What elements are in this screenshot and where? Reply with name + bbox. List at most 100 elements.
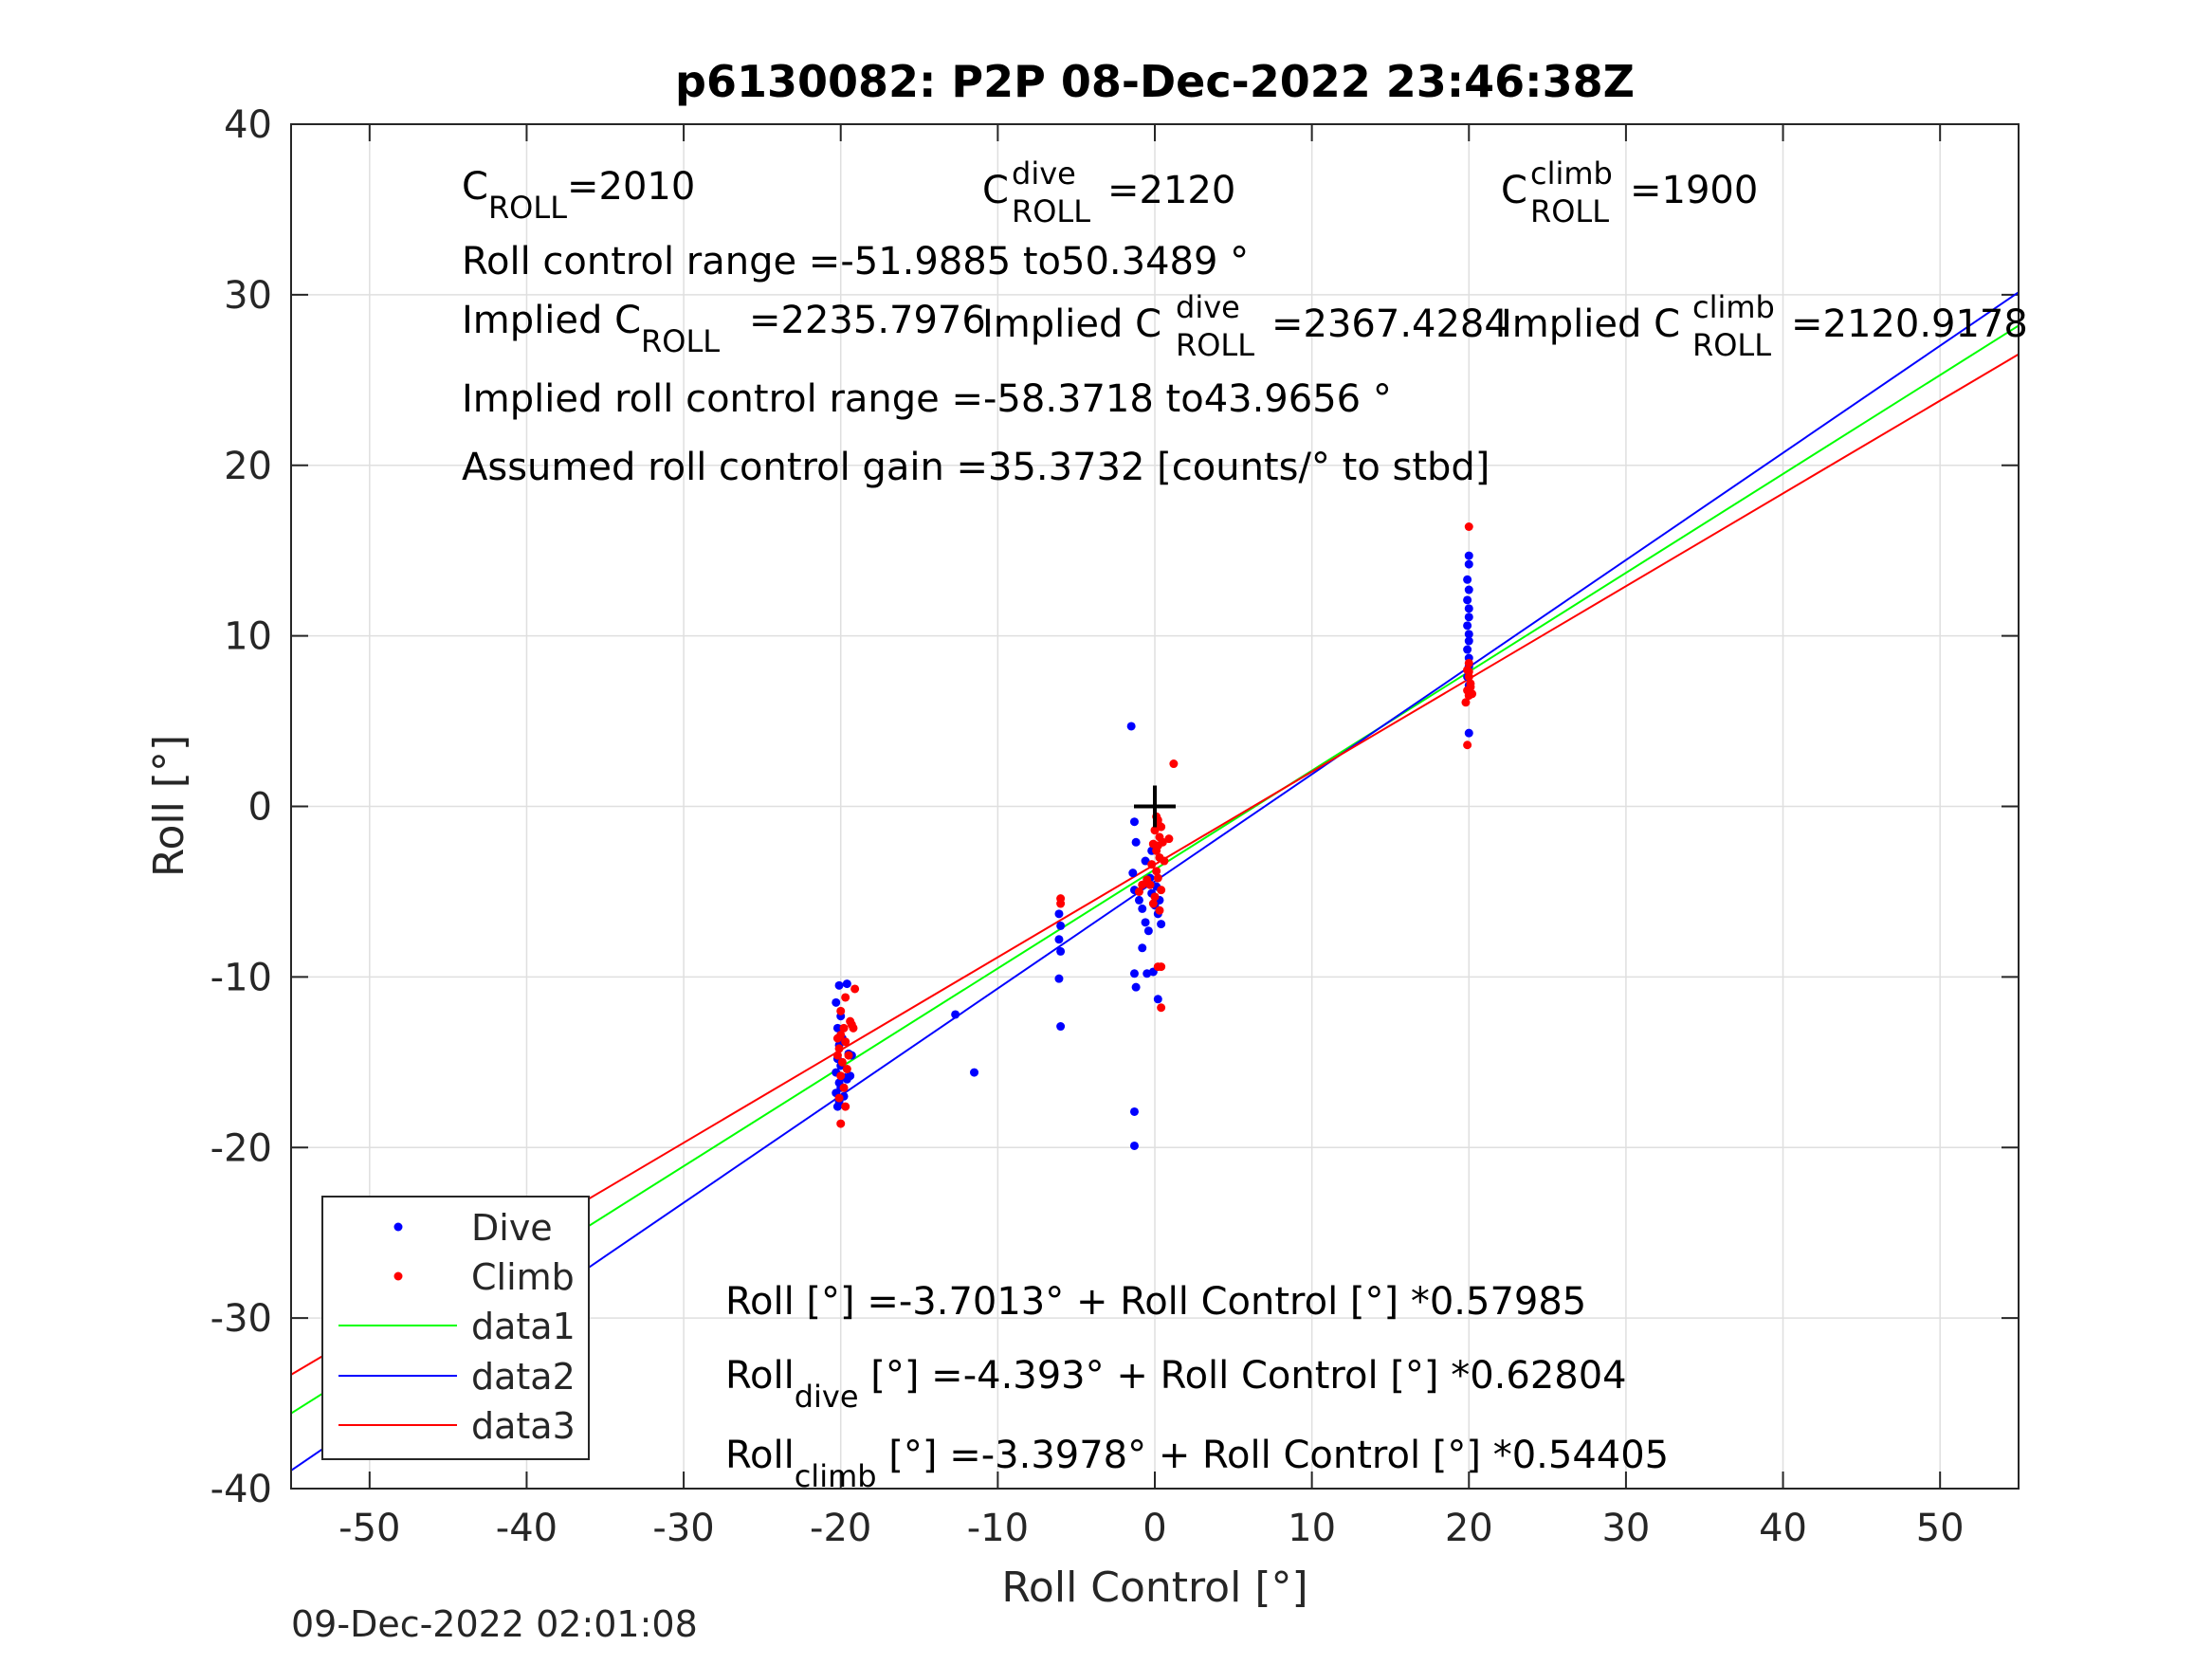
annotation-c-roll: CROLL=2010 [462,165,695,226]
dive-point [832,1102,842,1111]
x-tick-label: 50 [1916,1507,1965,1550]
climb-point [836,1006,846,1015]
y-tick-label: -40 [210,1468,272,1511]
climb-point [1155,905,1164,915]
annotation-fit-climb: Rollclimb [°] =-3.3978° + Roll Control [… [725,1434,1669,1494]
annotation-c-roll-dive: C [982,169,1009,212]
dive-point [1141,918,1150,927]
dive-point [1054,909,1064,919]
dive-point [951,1010,960,1019]
climb-point [834,1093,844,1103]
dive-point [1464,630,1473,639]
dive-point [1464,604,1473,613]
dive-point [1141,856,1150,866]
climb-point [1466,683,1475,692]
climb-point [836,1119,846,1128]
climb-point [1157,962,1166,972]
climb-point [841,1102,850,1111]
climb-point [1150,826,1160,835]
chart-title: p6130082: P2P 08-Dec-2022 23:46:38Z [675,56,1635,107]
climb-point [837,1057,847,1067]
climb-point [832,1033,842,1043]
y-tick-label: 0 [248,786,272,830]
annotation-c-roll-climb-val: =1900 [1630,169,1758,212]
climb-point [841,1037,850,1047]
climb-point [1157,1003,1166,1013]
x-tick-label: -30 [652,1507,714,1550]
dive-point [1464,551,1473,560]
dive-point [1134,895,1143,905]
dive-point [834,980,844,990]
annotation-fit-all: Roll [°] =-3.7013° + Roll Control [°] *0… [725,1280,1586,1324]
legend-data1-label: data1 [471,1306,576,1347]
climb-point [1157,886,1166,895]
climb-point [1164,834,1174,844]
x-tick-label: 10 [1288,1507,1336,1550]
dive-point [1463,645,1472,654]
legend-data2-label: data2 [471,1356,576,1398]
dive-point [846,1071,855,1081]
footer-timestamp: 09-Dec-2022 02:01:08 [291,1603,698,1645]
legend-data3-label: data3 [471,1405,576,1447]
dive-point [1056,921,1066,930]
y-tick-label: -30 [210,1297,272,1341]
annotation-c-roll-dive-val: =2120 [1107,169,1235,212]
y-tick-label: 20 [224,445,272,488]
dive-point [1138,943,1147,953]
climb-point [1153,873,1162,883]
dive-point [842,979,851,989]
annotation-implied-c-roll-dive: Implied C [982,302,1161,346]
annotation-c-roll-climb: C [1501,169,1527,212]
climb-point [850,984,860,994]
y-tick-labels: -40 -30 -20 -10 0 10 20 30 40 [210,103,272,1511]
annotation-gain: Assumed roll control gain =35.3732 [coun… [462,446,1490,489]
dive-point [1463,621,1472,631]
dive-point [1131,837,1141,847]
climb-point [1464,522,1473,532]
x-tick-label: -10 [967,1507,1029,1550]
dive-point [832,1023,842,1033]
x-tick-label: -50 [338,1507,400,1550]
y-tick-label: 30 [224,274,272,318]
climb-point [1157,822,1166,832]
climb-point [1134,887,1143,896]
x-tick-label: 30 [1601,1507,1650,1550]
annotation-implied-c-roll-climb-sub: ROLL [1692,327,1771,363]
dive-point [1056,946,1066,956]
climb-point [1152,867,1161,876]
dive-point [1157,920,1166,929]
dive-point [1464,559,1473,569]
dive-point [1056,1022,1066,1032]
legend-climb-label: Climb [471,1256,575,1298]
annotation-implied-range: Implied roll control range =-58.3718 to4… [462,377,1392,421]
y-tick-label: -10 [210,956,272,999]
climb-point [1153,841,1162,850]
x-tick-label: 20 [1445,1507,1493,1550]
dive-point [1463,575,1472,584]
climb-point [1148,899,1158,908]
origin-marker [1134,785,1176,828]
climb-point [1463,741,1472,750]
climb-point [834,1044,844,1053]
dive-point [1131,982,1141,992]
dive-point [1129,1141,1139,1150]
climb-point [841,993,850,1002]
legend: Dive Climb data1 data2 data3 [321,1196,590,1460]
climb-point [847,1020,856,1030]
climb-point [1169,759,1179,769]
annotation-implied-c-roll: Implied CROLL [462,299,720,359]
dive-point [1126,722,1136,731]
tick-marks [291,123,2019,1490]
dive-point [832,997,841,1007]
legend-dive-label: Dive [471,1207,553,1249]
annotation-implied-c-roll-climb-sup: climb [1692,289,1775,325]
climb-point [832,1051,842,1060]
climb-point [839,1083,849,1092]
dive-point [1153,995,1162,1004]
x-tick-label: -20 [810,1507,871,1550]
climb-point [1143,875,1152,885]
climb-point [842,1065,851,1074]
annotation-implied-c-roll-dive-sub: ROLL [1176,327,1254,363]
dive-point [1054,935,1064,944]
